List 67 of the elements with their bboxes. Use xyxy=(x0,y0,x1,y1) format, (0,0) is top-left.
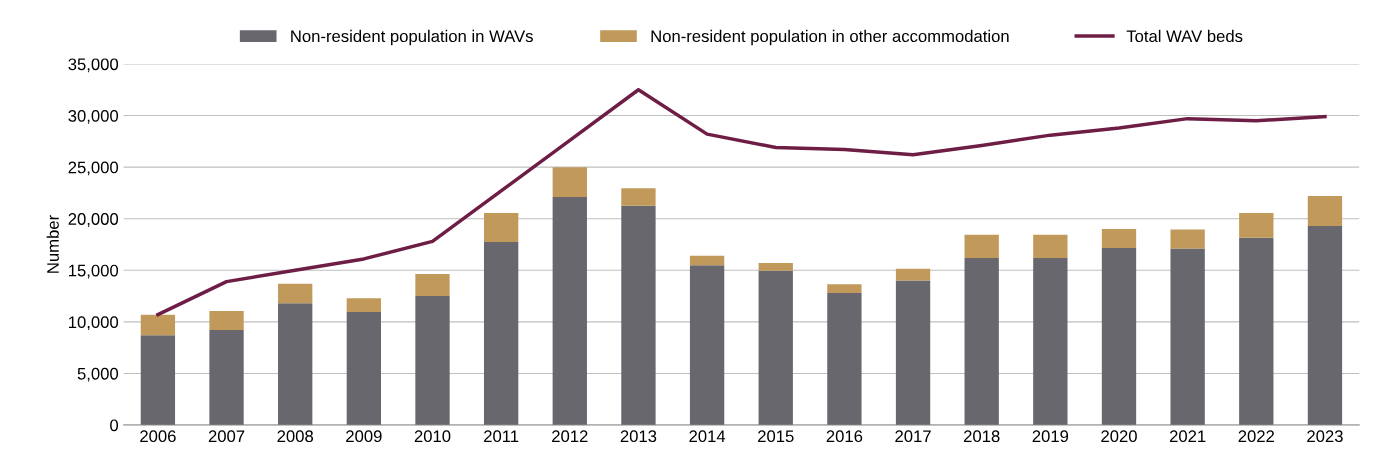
legend-label: Total WAV beds xyxy=(1126,29,1243,43)
bar xyxy=(827,292,862,426)
bar xyxy=(689,265,725,426)
bar xyxy=(483,241,519,426)
bar xyxy=(346,298,382,313)
y-tick-label: 5,000 xyxy=(77,367,119,382)
bar xyxy=(209,311,244,331)
line-series xyxy=(156,88,1327,317)
x-tick-label: 2009 xyxy=(346,430,382,443)
x-tick-label: 2016 xyxy=(826,430,863,443)
y-tick-label: 0 xyxy=(110,419,119,432)
x-tick-label: 2012 xyxy=(552,430,588,443)
y-axis-title: Number xyxy=(46,215,59,273)
y-tick-label: 20,000 xyxy=(68,213,119,227)
x-tick-label: 2018 xyxy=(964,430,1000,443)
bar xyxy=(552,167,587,198)
bar xyxy=(415,273,450,297)
bar xyxy=(895,268,931,281)
bar xyxy=(415,296,450,426)
bar xyxy=(1170,248,1205,426)
bar xyxy=(1033,257,1068,426)
y-tick-label: 35,000 xyxy=(68,58,119,73)
bar xyxy=(1101,248,1137,426)
y-tick-label: 15,000 xyxy=(69,264,119,279)
bar xyxy=(552,197,587,426)
bar xyxy=(964,234,999,258)
bar xyxy=(621,188,656,206)
x-tick-label: 2008 xyxy=(277,430,314,443)
legend-label: Non-resident population in WAVs xyxy=(291,29,533,46)
bar xyxy=(758,270,793,426)
bar xyxy=(1239,213,1274,238)
bar xyxy=(1033,234,1068,258)
x-tick-label: 2022 xyxy=(1238,430,1274,443)
x-tick-label: 2014 xyxy=(689,430,726,443)
x-tick-label: 2010 xyxy=(414,430,451,443)
bar xyxy=(621,205,656,426)
x-tick-label: 2015 xyxy=(758,430,794,443)
bar xyxy=(209,330,244,426)
x-tick-label: 2013 xyxy=(620,430,657,443)
bar xyxy=(140,335,176,426)
bar xyxy=(278,283,313,304)
y-tick-label: 30,000 xyxy=(68,109,119,124)
x-tick-label: 2021 xyxy=(1169,430,1206,443)
bar xyxy=(1170,229,1205,249)
x-tick-label: 2011 xyxy=(484,430,519,443)
bar xyxy=(689,255,725,266)
bar xyxy=(1307,225,1343,426)
bar xyxy=(346,312,382,426)
bar xyxy=(140,314,176,336)
bar xyxy=(758,263,793,271)
x-tick-label: 2019 xyxy=(1032,430,1069,443)
bar xyxy=(895,280,931,426)
bar xyxy=(278,303,313,426)
bar xyxy=(1239,237,1274,426)
x-tick-label: 2006 xyxy=(140,430,176,443)
x-tick-label: 2017 xyxy=(895,430,931,443)
y-tick-label: 25,000 xyxy=(68,161,119,176)
x-tick-label: 2020 xyxy=(1101,430,1137,443)
y-tick-label: 10,000 xyxy=(69,316,119,331)
bar xyxy=(964,257,999,426)
x-tick-label: 2023 xyxy=(1307,430,1343,443)
x-tick-label: 2007 xyxy=(208,430,245,443)
legend-label: Non-resident population in other accommodation xyxy=(651,29,1009,46)
bar xyxy=(1101,229,1137,249)
bar xyxy=(1307,196,1343,226)
bar xyxy=(483,213,519,242)
bar xyxy=(827,284,862,293)
